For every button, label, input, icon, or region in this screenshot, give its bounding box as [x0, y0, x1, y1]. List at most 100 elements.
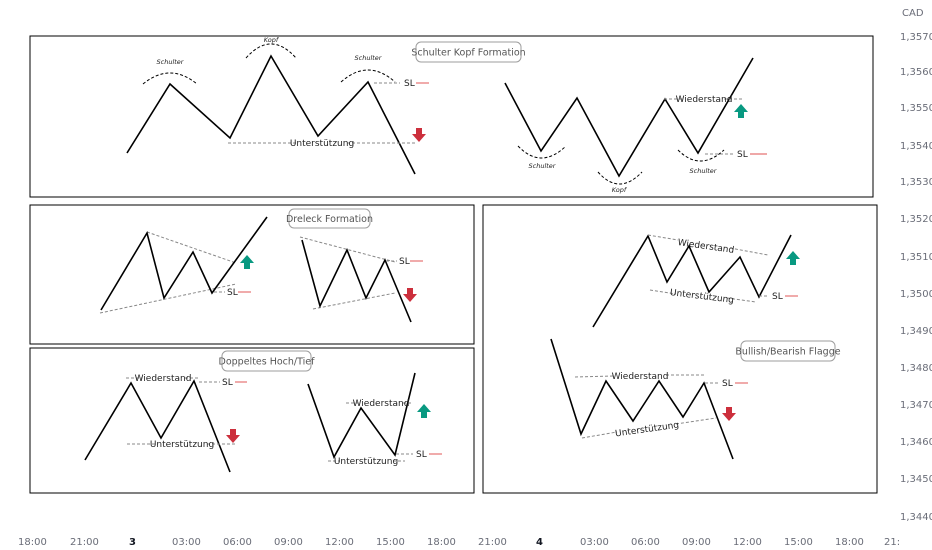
- resistance-label: Wiederstand: [612, 372, 669, 382]
- panel-title: Doppeltes Hoch/Tief: [219, 357, 316, 368]
- time-tick: 12:00: [733, 537, 762, 548]
- support-line: [675, 417, 717, 425]
- inv-hs-price-line: [504, 57, 754, 178]
- price-tick: 1,35300: [900, 177, 932, 188]
- shoulder-arc: [142, 72, 198, 85]
- sl-label: SL: [772, 292, 783, 302]
- head-arc: [245, 43, 297, 59]
- time-axis[interactable]: 18:00 21:00 3 03:00 06:00 09:00 12:00 15…: [18, 537, 900, 548]
- price-tick: 1,34700: [900, 400, 932, 411]
- arrow-down-icon: [722, 407, 736, 421]
- head-shoulders-panel: Schulter Kopf Formation Schulter Kopf Sc…: [29, 35, 874, 198]
- double-top-line: [84, 379, 231, 473]
- panel-frame: [29, 204, 475, 345]
- shoulder-label: Schulter: [355, 54, 383, 62]
- support-label: Unterstützung: [290, 139, 354, 149]
- double-top-bottom-panel: Doppeltes Hoch/Tief Wiederstand Unterstü…: [29, 347, 475, 494]
- support-label: Unterstützung: [669, 288, 734, 306]
- time-tick: 21:00: [478, 537, 507, 548]
- sl-label: SL: [227, 288, 238, 298]
- triangle-panel: Dreleck Formation SL SL: [29, 204, 475, 345]
- sl-label: SL: [416, 450, 427, 460]
- resistance-line: [574, 375, 615, 378]
- price-tick: 1,34900: [900, 326, 932, 337]
- time-tick: 12:00: [325, 537, 354, 548]
- sl-label: SL: [399, 257, 410, 267]
- bull-flag-line: [592, 234, 792, 328]
- time-tick: 18:00: [18, 537, 47, 548]
- flag-panel: Bullish/Bearish Flagge Wiederstand Unter…: [482, 204, 878, 494]
- time-tick: 21:00: [70, 537, 99, 548]
- shoulder-arc: [677, 149, 725, 162]
- time-tick: 06:00: [223, 537, 252, 548]
- panel-frame: [29, 347, 475, 494]
- time-tick-day: 4: [536, 537, 543, 548]
- time-tick: 21:: [884, 537, 900, 548]
- panel-frame: [29, 35, 874, 198]
- title-box: [415, 41, 522, 63]
- support-line: [99, 283, 237, 314]
- shoulder-label: Schulter: [690, 167, 718, 175]
- time-tick: 09:00: [682, 537, 711, 548]
- resistance-line: [146, 231, 237, 264]
- arrow-down-icon: [403, 288, 417, 302]
- support-label: Unterstützung: [150, 440, 214, 450]
- time-tick: 18:00: [427, 537, 456, 548]
- support-line: [649, 289, 677, 295]
- arrow-up-icon: [417, 404, 431, 418]
- time-tick-day: 3: [129, 537, 136, 548]
- time-tick: 03:00: [580, 537, 609, 548]
- bear-flag-line: [550, 338, 734, 460]
- triangle-price-line: [301, 239, 412, 323]
- price-tick: 1,34600: [900, 437, 932, 448]
- arrow-up-icon: [734, 104, 748, 118]
- time-tick: 18:00: [835, 537, 864, 548]
- price-tick: 1,35500: [900, 103, 932, 114]
- resistance-label: Wiederstand: [677, 238, 735, 256]
- support-label: Unterstützung: [334, 457, 398, 467]
- arrow-down-icon: [226, 429, 240, 443]
- price-tick: 1,35200: [900, 214, 932, 225]
- time-tick: 06:00: [631, 537, 660, 548]
- support-line: [581, 431, 618, 439]
- title-box: [288, 208, 371, 229]
- sl-label: SL: [737, 150, 748, 160]
- price-tick: 1,35000: [900, 289, 932, 300]
- double-bottom-line: [307, 372, 416, 459]
- shoulder-arc: [517, 145, 567, 159]
- price-tick: 1,34800: [900, 363, 932, 374]
- panel-title: Schulter Kopf Formation: [411, 48, 525, 59]
- arrow-up-icon: [240, 255, 254, 269]
- head-label: Kopf: [612, 186, 628, 194]
- price-tick: 1,35600: [900, 67, 932, 78]
- head-label: Kopf: [264, 36, 280, 44]
- support-line: [312, 292, 396, 310]
- resistance-label: Wiederstand: [135, 374, 192, 384]
- shoulder-arc: [340, 69, 396, 83]
- title-box: [740, 340, 836, 362]
- price-tick: 1,34500: [900, 474, 932, 485]
- price-axis[interactable]: CAD 1,35700 1,35600 1,35500 1,35400 1,35…: [900, 8, 932, 523]
- title-box: [221, 350, 312, 372]
- arrow-up-icon: [786, 251, 800, 265]
- panel-title: Dreleck Formation: [286, 214, 373, 225]
- hs-price-line: [126, 54, 416, 175]
- time-tick: 03:00: [172, 537, 201, 548]
- panel-frame: [482, 204, 878, 494]
- resistance-line: [299, 236, 396, 263]
- sl-label: SL: [404, 79, 415, 89]
- time-tick: 15:00: [376, 537, 405, 548]
- shoulder-label: Schulter: [157, 58, 185, 66]
- price-tick: 1,34400: [900, 512, 932, 523]
- time-tick: 09:00: [274, 537, 303, 548]
- currency-label: CAD: [902, 8, 924, 19]
- resistance-label: Wiederstand: [353, 399, 410, 409]
- price-tick: 1,35700: [900, 32, 932, 43]
- sl-label: SL: [722, 379, 733, 389]
- time-tick: 15:00: [784, 537, 813, 548]
- resistance-line: [647, 234, 679, 241]
- resistance-label: Wiederstand: [676, 95, 733, 105]
- price-tick: 1,35400: [900, 141, 932, 152]
- triangle-price-line: [100, 216, 268, 311]
